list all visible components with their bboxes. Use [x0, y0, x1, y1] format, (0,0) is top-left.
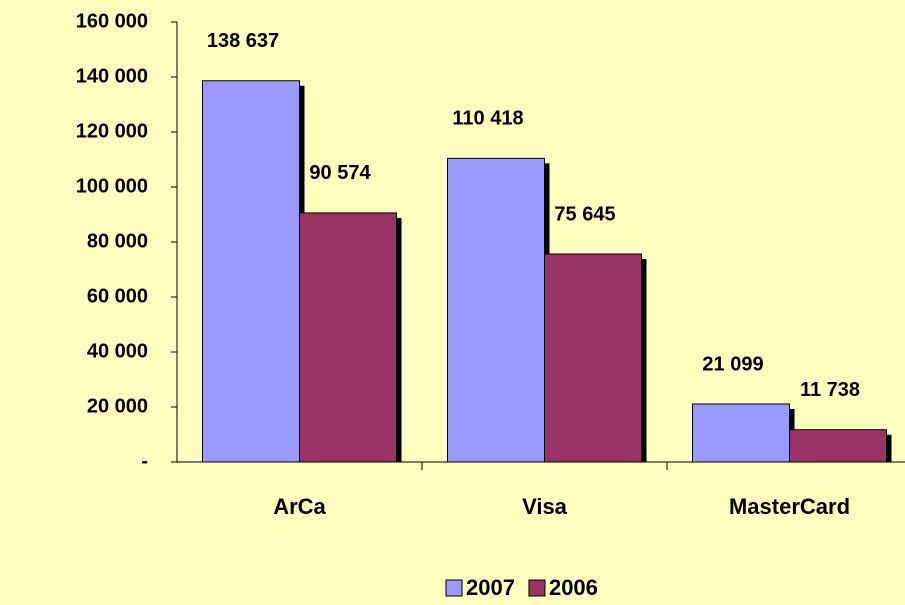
bar — [202, 80, 300, 463]
value-label: 75 645 — [554, 203, 615, 225]
value-label: 138 637 — [207, 30, 279, 52]
value-label: 11 738 — [800, 379, 860, 401]
y-tick-label: 40 000 — [87, 340, 148, 362]
y-tick-label: 60 000 — [87, 285, 148, 307]
bar — [299, 212, 397, 463]
bar — [544, 253, 642, 463]
y-tick-label: 140 000 — [76, 65, 148, 87]
bar — [789, 429, 887, 463]
value-label: 21 099 — [702, 353, 763, 375]
value-label: 90 574 — [309, 162, 371, 184]
y-tick-label: - — [141, 450, 148, 472]
legend-swatch — [528, 579, 546, 597]
y-tick-label: 100 000 — [76, 175, 148, 197]
bar — [447, 157, 545, 463]
value-label: 110 418 — [452, 108, 523, 130]
x-tick-label: MasterCard — [729, 494, 850, 519]
y-tick-label: 120 000 — [76, 120, 148, 142]
y-tick-label: 20 000 — [87, 395, 148, 417]
legend-swatch — [445, 579, 463, 597]
y-tick-label: 80 000 — [87, 230, 148, 252]
x-tick-label: ArCa — [273, 494, 326, 519]
y-tick-label: 160 000 — [76, 10, 148, 32]
legend-label: 2007 — [466, 575, 515, 600]
legend-label: 2006 — [549, 575, 598, 600]
bar — [692, 403, 790, 463]
x-tick-label: Visa — [522, 494, 568, 519]
